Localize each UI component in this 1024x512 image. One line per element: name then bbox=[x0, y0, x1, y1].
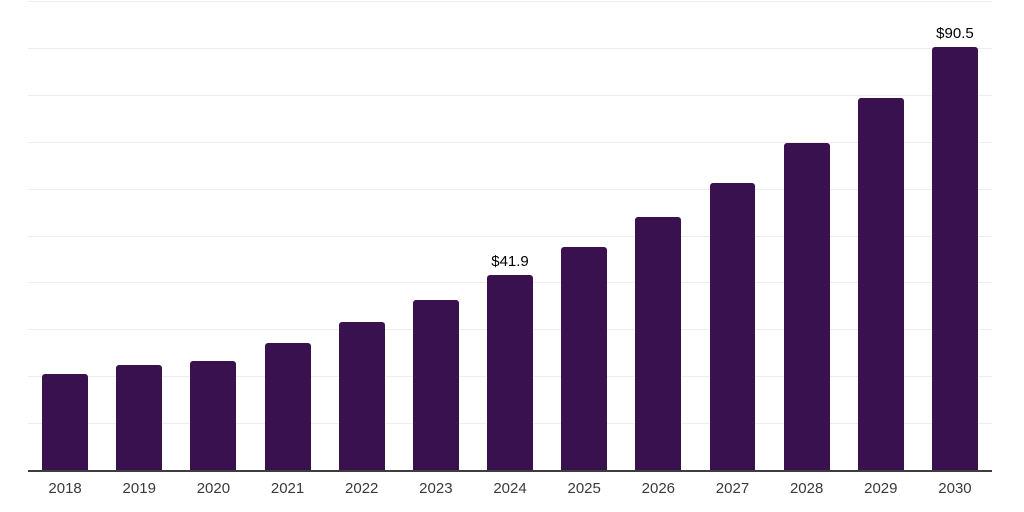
bar-2019 bbox=[116, 365, 163, 471]
x-tick-2027: 2027 bbox=[715, 480, 750, 497]
bar-value-label-2024: $41.9 bbox=[491, 252, 529, 270]
x-tick-2024: 2024 bbox=[493, 480, 527, 497]
gridline-80 bbox=[28, 94, 992, 96]
bar-2024 bbox=[487, 274, 533, 471]
bar-2021 bbox=[264, 342, 311, 471]
bar-slot-2022 bbox=[325, 2, 399, 471]
gridline-90 bbox=[28, 47, 992, 49]
bar-value-label-2030: $90.5 bbox=[936, 24, 974, 42]
bar-slot-2026 bbox=[621, 2, 695, 471]
bar-slot-2024: $41.9 bbox=[473, 2, 547, 471]
x-tick-2018: 2018 bbox=[48, 480, 82, 497]
bar-2026 bbox=[635, 216, 682, 471]
x-axis-line bbox=[28, 470, 992, 472]
bar-2018 bbox=[42, 373, 89, 471]
gridline-70 bbox=[28, 141, 992, 143]
bar-slot-2027 bbox=[695, 2, 769, 471]
x-tick-2030: 2030 bbox=[938, 480, 972, 497]
plot-area: $41.9 $90.5 bbox=[28, 1, 992, 471]
x-tick-2028: 2028 bbox=[789, 480, 824, 497]
bar-2020 bbox=[190, 361, 237, 471]
x-tick-2019: 2019 bbox=[122, 480, 156, 497]
bar-slot-2030: $90.5 bbox=[918, 2, 992, 471]
x-tick-2021: 2021 bbox=[270, 480, 305, 497]
bar-2023 bbox=[412, 300, 459, 471]
bar-slot-2023 bbox=[399, 2, 473, 471]
bars: $41.9 $90.5 bbox=[28, 2, 992, 471]
bar-slot-2029 bbox=[844, 2, 918, 471]
gridline-50 bbox=[28, 235, 992, 237]
bar-slot-2018 bbox=[28, 2, 102, 471]
x-tick-2026: 2026 bbox=[641, 480, 676, 497]
x-tick-2029: 2029 bbox=[864, 480, 898, 497]
bar-slot-2021 bbox=[250, 2, 324, 471]
bar-2028 bbox=[783, 142, 830, 471]
bar-2029 bbox=[857, 98, 904, 471]
bar-slot-2019 bbox=[102, 2, 176, 471]
bar-2030 bbox=[931, 46, 978, 471]
bar-2027 bbox=[709, 182, 756, 471]
bar-2022 bbox=[338, 322, 385, 471]
x-tick-2023: 2023 bbox=[419, 480, 453, 497]
gridline-100 bbox=[28, 1, 992, 2]
bar-slot-2028 bbox=[770, 2, 844, 471]
x-tick-2020: 2020 bbox=[196, 480, 231, 497]
gridline-60 bbox=[28, 188, 992, 190]
bar-slot-2025 bbox=[547, 2, 621, 471]
x-tick-2022: 2022 bbox=[345, 480, 379, 497]
x-axis-labels: 2018 2019 2020 2021 2022 2023 2024 2025 2026 2027… bbox=[28, 481, 992, 496]
bar-slot-2020 bbox=[176, 2, 250, 471]
bar-2025 bbox=[561, 247, 608, 471]
x-tick-2025: 2025 bbox=[567, 480, 601, 497]
